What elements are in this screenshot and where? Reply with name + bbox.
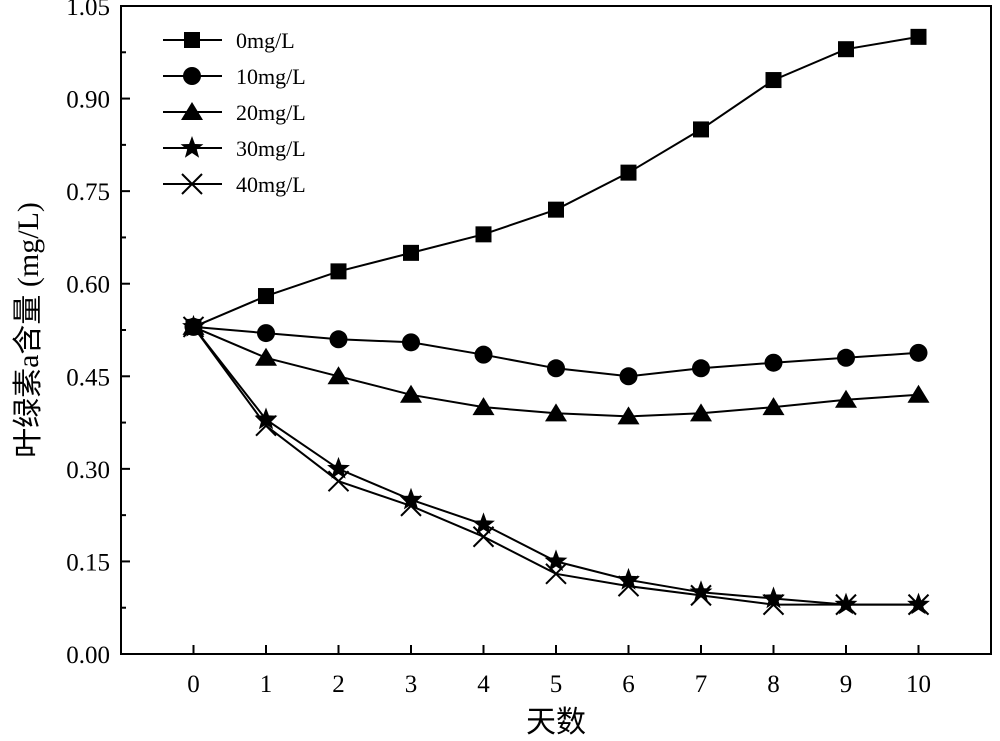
data-point-0mg-l [548, 202, 564, 218]
x-tick-label: 4 [477, 671, 490, 698]
y-tick-label: 0.90 [66, 87, 110, 114]
data-point-40mg-l [474, 527, 494, 547]
data-point-10mg-l [402, 333, 420, 351]
data-point-10mg-l [475, 346, 493, 364]
data-point-10mg-l [330, 330, 348, 348]
x-tick-label: 1 [260, 671, 273, 698]
x-tick-label: 9 [840, 671, 853, 698]
y-tick-label: 0.15 [66, 549, 110, 576]
x-axis-label: 天数 [526, 706, 586, 739]
x-tick-label: 5 [550, 671, 563, 698]
legend-label-0mg-l: 0mg/L [236, 28, 295, 53]
data-point-30mg-l [472, 512, 495, 534]
data-point-20mg-l [255, 348, 277, 366]
data-point-0mg-l [621, 165, 637, 181]
y-tick-label: 1.05 [66, 0, 110, 21]
legend-marker-10mg-l [183, 67, 201, 85]
x-tick-label: 2 [332, 671, 345, 698]
data-point-10mg-l [910, 344, 928, 362]
x-tick-label: 7 [695, 671, 708, 698]
x-tick-label: 3 [405, 671, 418, 698]
data-point-10mg-l [692, 359, 710, 377]
data-point-0mg-l [766, 72, 782, 88]
legend-marker-0mg-l [184, 32, 200, 48]
data-point-0mg-l [911, 29, 927, 45]
legend-label-40mg-l: 40mg/L [236, 172, 306, 197]
x-tick-label: 6 [622, 671, 635, 698]
data-point-10mg-l [620, 367, 638, 385]
data-point-0mg-l [258, 288, 274, 304]
x-axis-ticks: 0 1 2 3 4 5 6 7 8 9 10 [187, 645, 931, 698]
y-tick-label: 0.00 [66, 642, 110, 669]
y-axis-label: 叶绿素a含量 (mg/L) [12, 202, 45, 458]
data-point-0mg-l [476, 226, 492, 242]
x-tick-label: 0 [187, 671, 200, 698]
data-point-0mg-l [331, 263, 347, 279]
x-tick-label: 10 [906, 671, 931, 698]
data-point-10mg-l [547, 359, 565, 377]
y-tick-label: 0.30 [66, 457, 110, 484]
y-tick-label: 0.75 [66, 179, 110, 206]
legend-marker-30mg-l [181, 136, 204, 158]
y-tick-label: 0.45 [66, 364, 110, 391]
legend-label-30mg-l: 30mg/L [236, 136, 306, 161]
data-point-0mg-l [693, 121, 709, 137]
legend-label-20mg-l: 20mg/L [236, 100, 306, 125]
data-point-0mg-l [403, 245, 419, 261]
data-point-40mg-l [329, 471, 349, 491]
y-tick-label: 0.60 [66, 272, 110, 299]
data-point-0mg-l [838, 41, 854, 57]
data-point-40mg-l [546, 564, 566, 584]
x-tick-label: 8 [767, 671, 780, 698]
data-point-10mg-l [837, 349, 855, 367]
legend: 0mg/L 10mg/L 20mg/L 30mg/L 40mg/L [163, 28, 306, 197]
data-point-30mg-l [545, 549, 568, 571]
data-point-10mg-l [257, 324, 275, 342]
data-point-30mg-l [690, 580, 713, 602]
data-point-20mg-l [908, 385, 930, 403]
legend-label-10mg-l: 10mg/L [236, 64, 306, 89]
data-point-10mg-l [765, 354, 783, 372]
